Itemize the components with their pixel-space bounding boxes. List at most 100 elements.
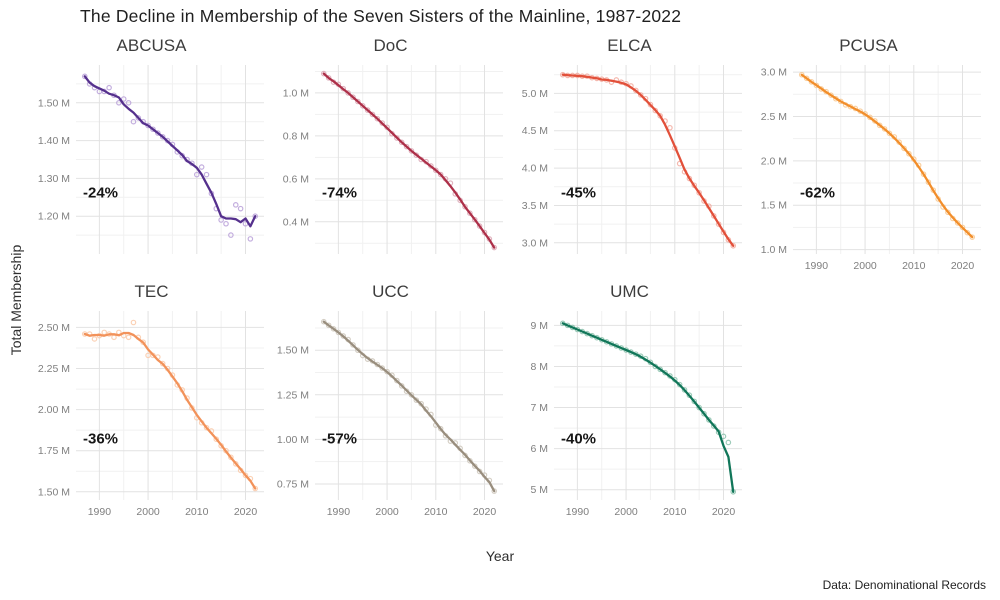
facet-plot: -24% 1.20 M 1.30 M 1.40 M 1.50 M [38, 65, 264, 254]
facet-plot: -45% 3.0 M 3.5 M 4.0 M 4.5 M 5.0 M [522, 65, 742, 254]
percent-change-label: -36% [83, 430, 118, 447]
trend-line [800, 73, 974, 239]
facet-plot: -62% 1.0 M 1.5 M 2.0 M 2.5 M 3.0 M 1990 2000 201… [761, 65, 981, 272]
data-points [559, 71, 737, 249]
facet-DoC: DoC -74% 0.4 M 0.6 M 0.8 M 1.0 M [271, 34, 510, 274]
svg-text:1.50 M: 1.50 M [277, 345, 309, 357]
y-tick-labels: 3.0 M 3.5 M 4.0 M 4.5 M 5.0 M [522, 88, 548, 249]
chart-title: The Decline in Membership of the Seven S… [80, 6, 682, 26]
facet-ELCA: ELCA -45% 3.0 M 3.5 M 4.0 M 4.5 M 5.0 M [510, 34, 749, 274]
svg-text:1990: 1990 [805, 260, 829, 272]
svg-text:2020: 2020 [473, 506, 497, 518]
facet-PCUSA: PCUSA -62% 1.0 M 1.5 M 2.0 M 2.5 M 3.0 M 1990 20… [749, 34, 988, 274]
svg-text:2010: 2010 [902, 260, 926, 272]
trend-line [83, 331, 257, 490]
data-points [81, 319, 259, 492]
data-points [320, 70, 498, 251]
svg-text:2.25 M: 2.25 M [38, 363, 70, 375]
svg-text:0.6 M: 0.6 M [283, 173, 309, 185]
gridlines [554, 65, 742, 254]
facet-title: ELCA [607, 36, 652, 55]
svg-text:2.0 M: 2.0 M [761, 155, 787, 167]
facet-plot: -40% 5 M 6 M 7 M 8 M 9 M 1990 2000 2010 2020 [530, 311, 742, 518]
gridlines [76, 311, 264, 500]
svg-text:2.5 M: 2.5 M [761, 111, 787, 123]
svg-text:3.0 M: 3.0 M [761, 67, 787, 79]
trend-line [83, 75, 257, 228]
svg-text:7 M: 7 M [530, 402, 548, 414]
svg-text:2020: 2020 [712, 506, 736, 518]
data-source-caption: Data: Denominational Records [822, 578, 986, 592]
svg-text:2000: 2000 [375, 506, 399, 518]
svg-text:1.75 M: 1.75 M [38, 445, 70, 457]
y-tick-labels: 0.4 M 0.6 M 0.8 M 1.0 M [283, 87, 309, 228]
facet-title: UCC [372, 282, 409, 301]
svg-text:2010: 2010 [424, 506, 448, 518]
facet-title: ABCUSA [116, 36, 187, 55]
facet-plot: -36% 1.50 M 1.75 M 2.00 M 2.25 M 2.50 M 1990 20… [38, 311, 264, 518]
facet-plot: -74% 0.4 M 0.6 M 0.8 M 1.0 M [283, 65, 503, 254]
facet-UMC: UMC -40% 5 M 6 M 7 M 8 M 9 M 1990 2000 2010 2020 [510, 280, 749, 520]
svg-text:2.00 M: 2.00 M [38, 404, 70, 416]
svg-text:8 M: 8 M [530, 361, 548, 373]
svg-text:5 M: 5 M [530, 484, 548, 496]
svg-text:1.40 M: 1.40 M [38, 135, 70, 147]
svg-text:0.75 M: 0.75 M [277, 478, 309, 490]
gridlines [793, 65, 981, 254]
svg-text:1.0 M: 1.0 M [761, 244, 787, 256]
percent-change-label: -74% [322, 184, 357, 201]
svg-text:1.20 M: 1.20 M [38, 211, 70, 223]
x-tick-labels: 1990 2000 2010 2020 [88, 506, 258, 518]
y-tick-labels: 1.0 M 1.5 M 2.0 M 2.5 M 3.0 M [761, 67, 787, 256]
percent-change-label: -24% [83, 184, 118, 201]
facet-TEC: TEC -36% 1.50 M 1.75 M 2.00 M 2.25 M 2.50 M 199… [32, 280, 271, 520]
svg-text:2.50 M: 2.50 M [38, 322, 70, 334]
trend-line [561, 73, 735, 247]
facet-title: UMC [610, 282, 649, 301]
svg-text:2000: 2000 [853, 260, 877, 272]
svg-text:0.4 M: 0.4 M [283, 216, 309, 228]
trend-line [561, 322, 735, 493]
svg-text:1990: 1990 [566, 506, 590, 518]
data-points [320, 318, 498, 494]
gridlines [554, 311, 742, 500]
facet-plot: -57% 0.75 M 1.00 M 1.25 M 1.50 M 1990 2000 2010… [277, 311, 503, 518]
svg-text:5.0 M: 5.0 M [522, 88, 548, 100]
data-points [798, 71, 976, 240]
x-axis-label: Year [485, 548, 515, 564]
svg-text:1.5 M: 1.5 M [761, 200, 787, 212]
trend-line [322, 72, 496, 249]
gridlines [315, 65, 503, 254]
percent-change-label: -45% [561, 184, 596, 201]
svg-text:1.25 M: 1.25 M [277, 389, 309, 401]
gridlines [315, 311, 503, 500]
svg-text:1990: 1990 [327, 506, 351, 518]
y-tick-labels: 5 M 6 M 7 M 8 M 9 M [530, 320, 548, 496]
svg-text:2020: 2020 [951, 260, 975, 272]
svg-text:2020: 2020 [234, 506, 258, 518]
percent-change-label: -40% [561, 430, 596, 447]
facet-ABCUSA: ABCUSA -24% 1.20 M 1.30 M 1.40 M 1.50 M [32, 34, 271, 274]
y-tick-labels: 1.50 M 1.75 M 2.00 M 2.25 M 2.50 M [38, 322, 70, 498]
percent-change-label: -62% [800, 184, 835, 201]
svg-text:1.0 M: 1.0 M [283, 87, 309, 99]
facet-grid: ABCUSA -24% 1.20 M 1.30 M 1.40 M 1.50 M DoC -74… [32, 34, 988, 520]
svg-text:2000: 2000 [614, 506, 638, 518]
trend-line [322, 320, 496, 493]
svg-text:2000: 2000 [136, 506, 160, 518]
svg-text:2010: 2010 [663, 506, 687, 518]
svg-text:1.30 M: 1.30 M [38, 173, 70, 185]
facet-title: DoC [373, 36, 408, 55]
y-axis-label: Total Membership [8, 244, 24, 356]
facet-title: PCUSA [839, 36, 898, 55]
svg-text:4.5 M: 4.5 M [522, 125, 548, 137]
y-tick-labels: 1.20 M 1.30 M 1.40 M 1.50 M [38, 97, 70, 222]
y-tick-labels: 0.75 M 1.00 M 1.25 M 1.50 M [277, 345, 309, 491]
svg-text:3.5 M: 3.5 M [522, 200, 548, 212]
percent-change-label: -57% [322, 430, 357, 447]
x-tick-labels: 1990 2000 2010 2020 [566, 506, 736, 518]
svg-text:6 M: 6 M [530, 443, 548, 455]
svg-text:1.00 M: 1.00 M [277, 434, 309, 446]
svg-text:1990: 1990 [88, 506, 112, 518]
